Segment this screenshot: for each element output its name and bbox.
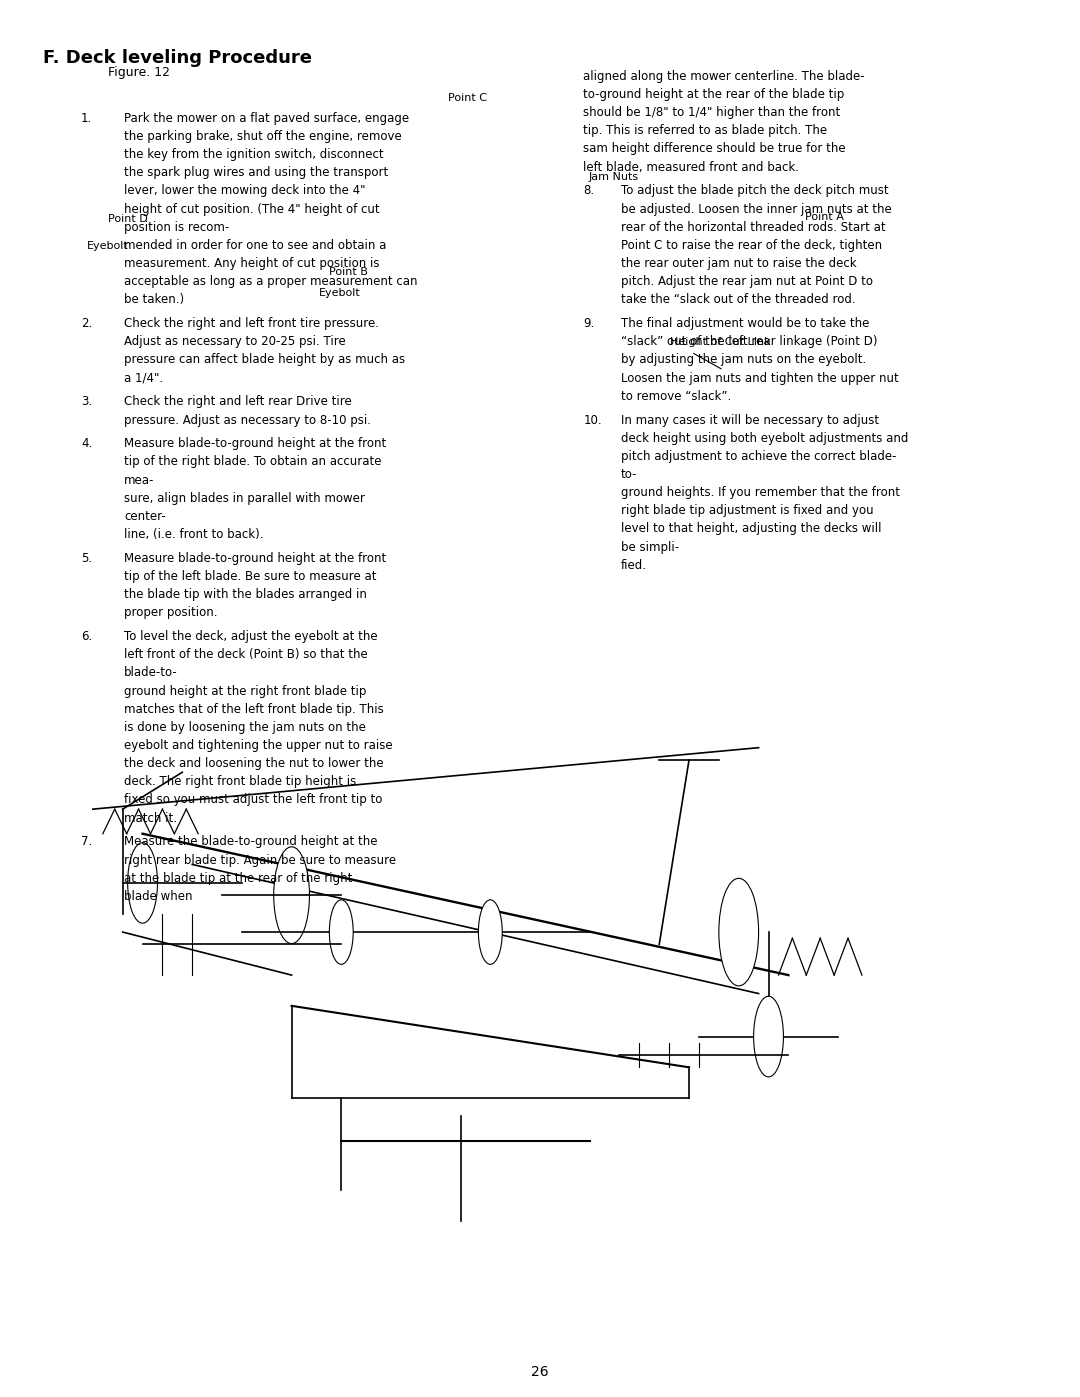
Text: acceptable as long as a proper measurement can: acceptable as long as a proper measureme… — [124, 275, 418, 288]
Text: the rear outer jam nut to raise the deck: the rear outer jam nut to raise the deck — [621, 257, 856, 270]
Text: Figure. 12: Figure. 12 — [108, 66, 170, 80]
Text: take the “slack out of the threaded rod.: take the “slack out of the threaded rod. — [621, 293, 855, 306]
Text: ground heights. If you remember that the front: ground heights. If you remember that the… — [621, 486, 900, 499]
Text: the deck and loosening the nut to lower the: the deck and loosening the nut to lower … — [124, 757, 383, 770]
Text: 10.: 10. — [583, 414, 602, 426]
Text: at the blade tip at the rear of the right: at the blade tip at the rear of the righ… — [124, 872, 352, 884]
Text: blade-to-: blade-to- — [124, 666, 178, 679]
Text: Eyebolt: Eyebolt — [86, 240, 129, 251]
Text: is done by loosening the jam nuts on the: is done by loosening the jam nuts on the — [124, 721, 366, 733]
Text: sam height difference should be true for the: sam height difference should be true for… — [583, 142, 846, 155]
Text: line, (i.e. front to back).: line, (i.e. front to back). — [124, 528, 264, 541]
Text: left front of the deck (Point B) so that the: left front of the deck (Point B) so that… — [124, 648, 368, 661]
Text: rear of the horizontal threaded rods. Start at: rear of the horizontal threaded rods. St… — [621, 221, 886, 233]
Text: to-: to- — [621, 468, 637, 481]
Text: ground height at the right front blade tip: ground height at the right front blade t… — [124, 685, 366, 697]
Text: be taken.): be taken.) — [124, 293, 185, 306]
Text: Eyebolt: Eyebolt — [319, 288, 361, 299]
Text: to remove “slack”.: to remove “slack”. — [621, 390, 731, 402]
Text: 6.: 6. — [81, 630, 92, 643]
Text: be simpli-: be simpli- — [621, 541, 679, 553]
Text: Measure blade-to-ground height at the front: Measure blade-to-ground height at the fr… — [124, 437, 387, 450]
Text: a 1/4".: a 1/4". — [124, 372, 163, 384]
Text: mended in order for one to see and obtain a: mended in order for one to see and obtai… — [124, 239, 387, 251]
Text: Check the right and left front tire pressure.: Check the right and left front tire pres… — [124, 317, 379, 330]
Text: the blade tip with the blades arranged in: the blade tip with the blades arranged i… — [124, 588, 367, 601]
Text: pressure can affect blade height by as much as: pressure can affect blade height by as m… — [124, 353, 405, 366]
Text: 26: 26 — [531, 1365, 549, 1379]
Text: the parking brake, shut off the engine, remove: the parking brake, shut off the engine, … — [124, 130, 402, 142]
Text: tip of the right blade. To obtain an accurate: tip of the right blade. To obtain an acc… — [124, 455, 381, 468]
Ellipse shape — [127, 842, 158, 923]
Text: mea-: mea- — [124, 474, 154, 486]
Text: tip. This is referred to as blade pitch. The: tip. This is referred to as blade pitch.… — [583, 124, 827, 137]
Text: “slack” out of the left rear linkage (Point D): “slack” out of the left rear linkage (Po… — [621, 335, 877, 348]
Text: fixed so you must adjust the left front tip to: fixed so you must adjust the left front … — [124, 793, 382, 806]
Text: aligned along the mower centerline. The blade-: aligned along the mower centerline. The … — [583, 70, 865, 82]
Text: 5.: 5. — [81, 552, 92, 564]
Text: the key from the ignition switch, disconnect: the key from the ignition switch, discon… — [124, 148, 383, 161]
Text: Point B: Point B — [329, 267, 368, 278]
Ellipse shape — [478, 900, 502, 964]
Text: right rear blade tip. Again be sure to measure: right rear blade tip. Again be sure to m… — [124, 854, 396, 866]
Text: fied.: fied. — [621, 559, 647, 571]
Text: 2.: 2. — [81, 317, 92, 330]
Text: Point D: Point D — [108, 214, 148, 225]
Text: Loosen the jam nuts and tighten the upper nut: Loosen the jam nuts and tighten the uppe… — [621, 372, 899, 384]
Ellipse shape — [719, 879, 758, 986]
Text: the spark plug wires and using the transport: the spark plug wires and using the trans… — [124, 166, 389, 179]
Text: eyebolt and tightening the upper nut to raise: eyebolt and tightening the upper nut to … — [124, 739, 393, 752]
Text: pitch adjustment to achieve the correct blade-: pitch adjustment to achieve the correct … — [621, 450, 896, 462]
Text: 3.: 3. — [81, 395, 92, 408]
Text: position is recom-: position is recom- — [124, 221, 229, 233]
Text: blade when: blade when — [124, 890, 192, 902]
Text: be adjusted. Loosen the inner jam nuts at the: be adjusted. Loosen the inner jam nuts a… — [621, 203, 892, 215]
Text: left blade, measured front and back.: left blade, measured front and back. — [583, 161, 799, 173]
Text: to-ground height at the rear of the blade tip: to-ground height at the rear of the blad… — [583, 88, 845, 101]
Text: tip of the left blade. Be sure to measure at: tip of the left blade. Be sure to measur… — [124, 570, 377, 583]
Text: measurement. Any height of cut position is: measurement. Any height of cut position … — [124, 257, 380, 270]
Text: The final adjustment would be to take the: The final adjustment would be to take th… — [621, 317, 869, 330]
Text: Measure the blade-to-ground height at the: Measure the blade-to-ground height at th… — [124, 835, 378, 848]
Text: center-: center- — [124, 510, 166, 522]
Text: Measure blade-to-ground height at the front: Measure blade-to-ground height at the fr… — [124, 552, 387, 564]
Text: Park the mower on a flat paved surface, engage: Park the mower on a flat paved surface, … — [124, 112, 409, 124]
Text: To level the deck, adjust the eyebolt at the: To level the deck, adjust the eyebolt at… — [124, 630, 378, 643]
Text: level to that height, adjusting the decks will: level to that height, adjusting the deck… — [621, 522, 881, 535]
Text: deck. The right front blade tip height is: deck. The right front blade tip height i… — [124, 775, 356, 788]
Text: 8.: 8. — [583, 184, 594, 197]
Text: by adjusting the jam nuts on the eyebolt.: by adjusting the jam nuts on the eyebolt… — [621, 353, 866, 366]
Ellipse shape — [329, 900, 353, 964]
Text: proper position.: proper position. — [124, 606, 218, 619]
Text: F. Deck leveling Procedure: F. Deck leveling Procedure — [43, 49, 312, 67]
Text: Point C: Point C — [448, 92, 487, 103]
Text: pitch. Adjust the rear jam nut at Point D to: pitch. Adjust the rear jam nut at Point … — [621, 275, 873, 288]
Text: Jam Nuts: Jam Nuts — [589, 172, 638, 183]
Text: lever, lower the mowing deck into the 4": lever, lower the mowing deck into the 4" — [124, 184, 366, 197]
Text: 1.: 1. — [81, 112, 92, 124]
Text: height of cut position. (The 4" height of cut: height of cut position. (The 4" height o… — [124, 203, 380, 215]
Text: pressure. Adjust as necessary to 8-10 psi.: pressure. Adjust as necessary to 8-10 ps… — [124, 414, 372, 426]
Text: Check the right and left rear Drive tire: Check the right and left rear Drive tire — [124, 395, 352, 408]
Text: should be 1/8" to 1/4" higher than the front: should be 1/8" to 1/4" higher than the f… — [583, 106, 840, 119]
FancyBboxPatch shape — [43, 698, 1037, 1313]
Text: Height of Cut LInk: Height of Cut LInk — [670, 337, 770, 348]
Text: In many cases it will be necessary to adjust: In many cases it will be necessary to ad… — [621, 414, 879, 426]
Text: deck height using both eyebolt adjustments and: deck height using both eyebolt adjustmen… — [621, 432, 908, 444]
Text: 7.: 7. — [81, 835, 92, 848]
Text: 9.: 9. — [583, 317, 594, 330]
Text: Adjust as necessary to 20-25 psi. Tire: Adjust as necessary to 20-25 psi. Tire — [124, 335, 346, 348]
Text: right blade tip adjustment is fixed and you: right blade tip adjustment is fixed and … — [621, 504, 874, 517]
Ellipse shape — [273, 847, 310, 943]
Text: 4.: 4. — [81, 437, 92, 450]
Text: Point A: Point A — [805, 211, 843, 222]
Text: To adjust the blade pitch the deck pitch must: To adjust the blade pitch the deck pitch… — [621, 184, 889, 197]
Text: Point C to raise the rear of the deck, tighten: Point C to raise the rear of the deck, t… — [621, 239, 882, 251]
Text: sure, align blades in parallel with mower: sure, align blades in parallel with mowe… — [124, 492, 365, 504]
Text: match it.: match it. — [124, 812, 177, 824]
Ellipse shape — [754, 996, 783, 1077]
Text: matches that of the left front blade tip. This: matches that of the left front blade tip… — [124, 703, 384, 715]
